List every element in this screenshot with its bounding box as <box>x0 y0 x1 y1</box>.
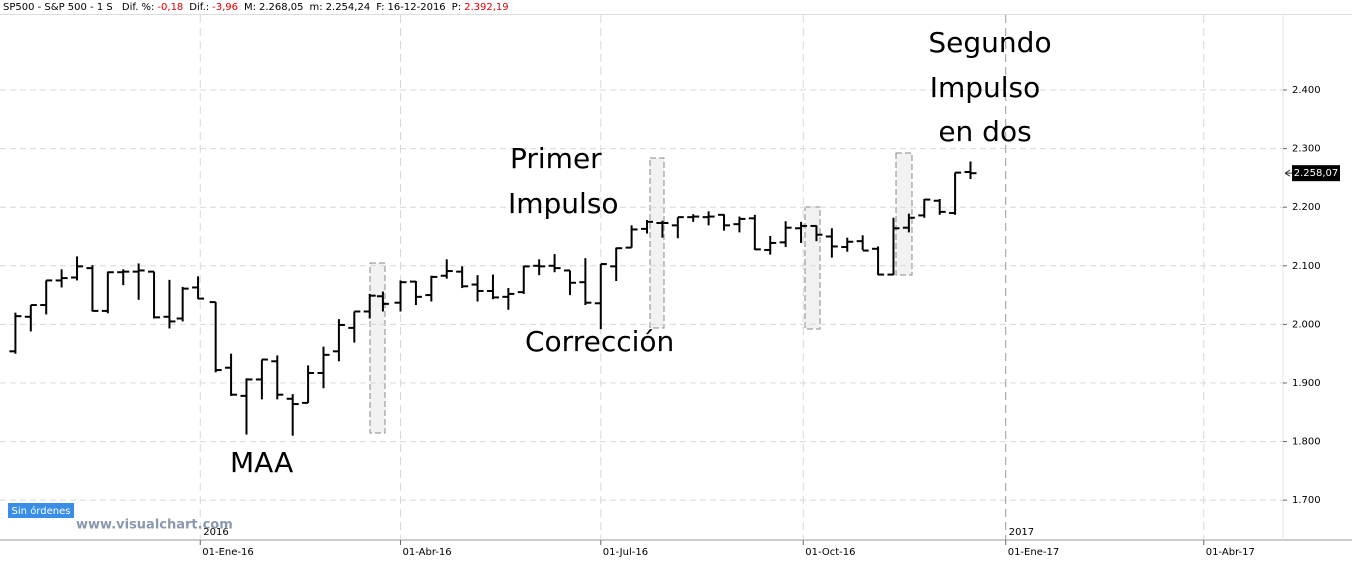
status-text: Sin órdenes <box>12 505 71 517</box>
header-label: F: <box>376 2 385 13</box>
y-tick-label: 1.700 <box>1292 495 1321 506</box>
y-tick-label: 1.900 <box>1292 378 1321 389</box>
header-field: Dif. %: -0,18 <box>122 2 183 13</box>
status-badge <box>8 503 74 518</box>
last-price-label: 2.258,07 <box>1294 168 1339 179</box>
header-label: P: <box>451 2 462 13</box>
y-tick-label: 1.800 <box>1292 437 1321 448</box>
header-value: 16-12-2016 <box>387 2 446 13</box>
y-tick-label: 2.400 <box>1292 85 1321 96</box>
header-field: m: 2.254,24 <box>310 2 371 13</box>
bars <box>9 161 977 436</box>
header-value: 2.392,19 <box>464 2 509 13</box>
grid: 1.700 1.800 1.900 2.000 2.100 2.200 2.300 2.400… <box>0 15 1321 558</box>
annotation: Segundo <box>928 26 1051 59</box>
highlight-boxes <box>369 152 913 434</box>
header-value: -3,96 <box>212 2 238 13</box>
annotation: en dos <box>938 115 1031 148</box>
header-label: Dif.: <box>189 2 210 13</box>
x-tick-label: 01-Jul-16 <box>603 547 648 558</box>
y-tick-label: 2.200 <box>1292 202 1321 213</box>
header-bar: SP500 - S&P 500 - 1 S Dif. %: -0,18 Dif.: -… <box>0 0 1352 15</box>
header-field: P: 2.392,19 <box>452 2 509 13</box>
year-label: 2017 <box>1009 527 1034 538</box>
header-value: 2.254,24 <box>325 2 371 13</box>
annotation: Impulso <box>930 71 1041 104</box>
annotation: Primer <box>510 142 602 175</box>
watermark: www.visualchart.com <box>76 518 233 533</box>
annotation: Impulso <box>508 187 619 220</box>
header-field: Dif.: -3,96 <box>189 2 238 13</box>
header-label: Dif. %: <box>121 2 155 13</box>
symbol: SP500 - S&P 500 - 1 S <box>3 2 113 13</box>
header-value: -0,18 <box>157 2 184 13</box>
header-field: F: 16-12-2016 <box>376 2 445 13</box>
last-price-arrow <box>1284 169 1292 177</box>
annotation: Corrección <box>525 325 674 358</box>
header-label: M: <box>244 2 256 13</box>
last-price-box <box>1292 165 1340 182</box>
y-tick-label: 2.300 <box>1292 144 1321 155</box>
header-field: M: 2.268,05 <box>244 2 304 13</box>
header-value: 2.268,05 <box>259 2 304 13</box>
header-label: m: <box>309 2 323 13</box>
y-tick-label: 2.000 <box>1292 319 1321 330</box>
highlight-box <box>649 157 665 329</box>
y-tick-label: 2.100 <box>1292 261 1321 272</box>
x-tick-label: 01-Ene-17 <box>1008 547 1059 558</box>
x-tick-label: 01-Abr-17 <box>1206 547 1255 558</box>
x-tick-label: 01-Abr-16 <box>403 547 452 558</box>
year-label: 2016 <box>203 527 228 538</box>
annotation: MAA <box>230 446 293 479</box>
highlight-box <box>369 262 386 434</box>
x-tick-label: 01-Oct-16 <box>805 547 855 558</box>
highlight-box <box>895 152 913 276</box>
x-tick-label: 01-Ene-16 <box>202 547 253 558</box>
